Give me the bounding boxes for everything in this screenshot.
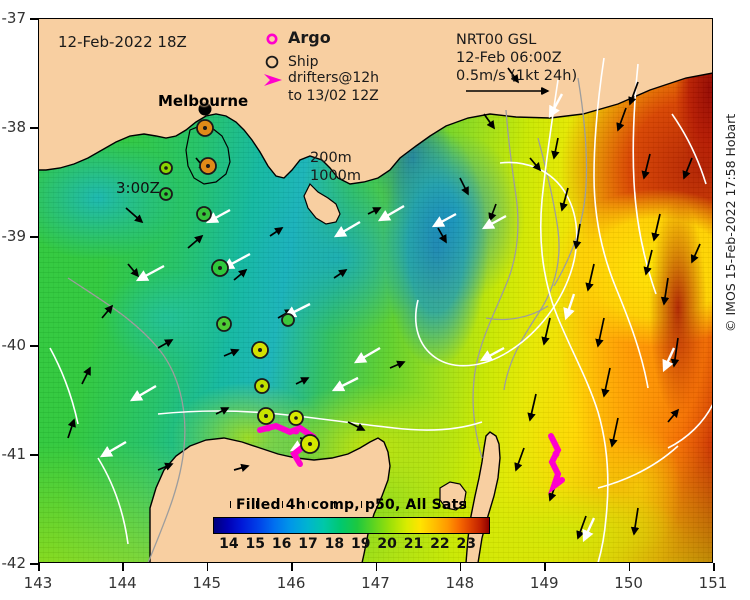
colorbar-tick bbox=[282, 501, 284, 508]
colorbar-tick bbox=[229, 501, 231, 508]
colorbar-tick bbox=[308, 501, 310, 508]
x-tick bbox=[291, 563, 293, 571]
coastline-land-layer bbox=[38, 18, 713, 563]
colorbar-tick bbox=[386, 501, 388, 508]
colorbar-tick-labels: 14 15 16 17 18 19 20 21 22 23 bbox=[213, 536, 490, 554]
colorbar-tick bbox=[465, 501, 467, 508]
colorbar-tick-label: 17 bbox=[298, 536, 318, 552]
x-tick bbox=[206, 563, 209, 571]
current-legend-scale: 0.5m/s (1kt 24h) bbox=[456, 68, 578, 84]
x-tick-label: 144 bbox=[108, 574, 137, 592]
bathymetry-label-200m: 200m bbox=[310, 150, 352, 166]
legend-label-drifters: drifters@12h bbox=[288, 70, 380, 86]
y-tick bbox=[30, 454, 38, 456]
drifter-time-label: 3:00Z bbox=[116, 179, 160, 197]
y-tick-label: -38 bbox=[1, 118, 27, 136]
colorbar-tick bbox=[334, 501, 336, 508]
legend-label-argo: Argo bbox=[288, 28, 331, 47]
legend-label-drifters-to: to 13/02 12Z bbox=[288, 88, 379, 104]
colorbar-ticks bbox=[214, 501, 489, 520]
colorbar-tick-label: 22 bbox=[430, 536, 450, 552]
x-tick-label: 143 bbox=[23, 574, 53, 592]
current-legend-time: 12-Feb 06:00Z bbox=[456, 50, 562, 66]
y-tick bbox=[30, 236, 38, 238]
ship-legend-icon bbox=[265, 55, 279, 69]
marker-legend-icons bbox=[264, 33, 282, 86]
colorbar-tick-label: 14 bbox=[219, 536, 239, 552]
colorbar-gradient bbox=[213, 501, 490, 534]
current-scale-arrow-icon bbox=[466, 87, 550, 95]
city-label-melbourne: Melbourne bbox=[158, 92, 249, 110]
argo-legend-icon bbox=[266, 33, 278, 45]
y-tick-label: -41 bbox=[1, 445, 27, 463]
y-tick-label: -39 bbox=[1, 227, 27, 245]
colorbar-tick-label: 15 bbox=[245, 536, 265, 552]
colorbar-title: Filled 4h comp, p50, All Sats bbox=[235, 497, 467, 513]
x-tick bbox=[628, 563, 631, 571]
y-tick bbox=[30, 18, 38, 20]
y-tick bbox=[30, 127, 38, 129]
copyright-credit: © IMOS 15-Feb-2022 17:58 Hobart bbox=[723, 113, 738, 332]
x-tick-label: 149 bbox=[529, 574, 559, 592]
x-tick-label: 150 bbox=[614, 574, 643, 592]
current-vector-arrows bbox=[67, 67, 701, 543]
colorbar-tick-label: 20 bbox=[377, 536, 397, 552]
x-tick bbox=[544, 563, 546, 571]
ship-drifter-positions bbox=[159, 119, 320, 454]
colorbar-tick-label: 21 bbox=[403, 536, 424, 552]
colorbar-tick bbox=[360, 501, 362, 508]
y-tick-label: -40 bbox=[1, 336, 27, 354]
current-legend-title: NRT00 GSL bbox=[456, 32, 537, 48]
colorbar-tick-label: 23 bbox=[456, 536, 476, 552]
drifter-legend-icon bbox=[264, 74, 282, 86]
melbourne-marker bbox=[198, 102, 212, 116]
y-tick bbox=[30, 563, 38, 565]
land-flinders-island bbox=[439, 481, 467, 511]
x-tick-label: 145 bbox=[192, 574, 222, 592]
colorbar-tick bbox=[439, 501, 441, 508]
colorbar-tick bbox=[413, 501, 415, 508]
colorbar-tick-label: 19 bbox=[350, 536, 371, 552]
colorbar-tick-label: 16 bbox=[271, 536, 292, 552]
map-canvas[interactable]: 12-Feb-2022 18Z Melbourne 3:00Z 200m 100… bbox=[38, 18, 713, 563]
x-tick-label: 146 bbox=[276, 574, 306, 592]
y-tick-label: -42 bbox=[1, 554, 27, 572]
x-tick bbox=[713, 563, 715, 571]
colorbar: Filled 4h comp, p50, All Sats 14 15 16 17 18… bbox=[213, 497, 490, 554]
x-tick-label: 147 bbox=[361, 574, 390, 592]
x-tick bbox=[122, 563, 124, 571]
bathymetry-contours-200m-1000m bbox=[67, 77, 588, 563]
x-tick-label: 148 bbox=[445, 574, 475, 592]
timestamp-annotation: 12-Feb-2022 18Z bbox=[58, 33, 187, 51]
y-tick bbox=[30, 345, 38, 347]
colorbar-tick bbox=[255, 501, 257, 508]
x-tick bbox=[375, 563, 377, 571]
legend-label-ship: Ship bbox=[288, 54, 319, 70]
land-victoria bbox=[38, 18, 713, 185]
x-tick bbox=[459, 563, 462, 571]
x-tick-label: 151 bbox=[698, 574, 728, 592]
colorbar-tick-label: 18 bbox=[324, 536, 345, 552]
bathymetry-label-1000m: 1000m bbox=[310, 168, 362, 184]
land-wilsons-promontory bbox=[303, 182, 341, 225]
x-tick bbox=[38, 563, 40, 571]
y-tick-label: -37 bbox=[1, 9, 27, 27]
